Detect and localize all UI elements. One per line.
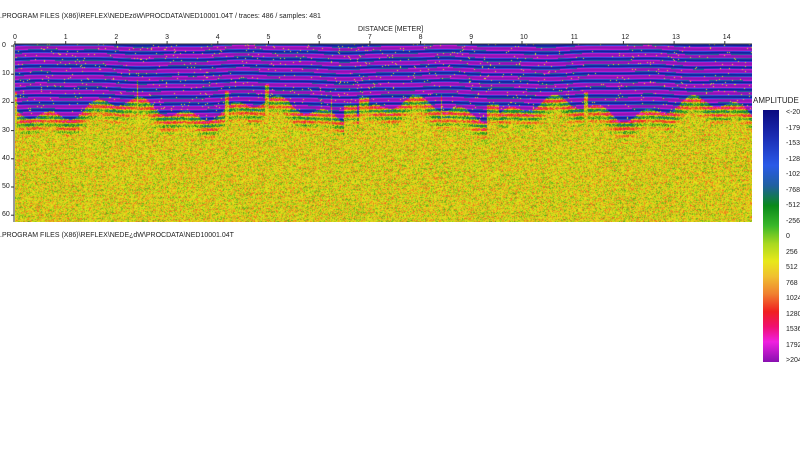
x-tick-label: 3: [165, 34, 169, 41]
file-info-header: .PROGRAM FILES (X86)\REFLEX\NEDEzöW\PROC…: [0, 13, 321, 20]
y-tick-label: 50: [2, 183, 10, 190]
x-tick-label: 11: [570, 34, 578, 41]
colorbar-label: -512: [786, 202, 800, 209]
colorbar-label: -256: [786, 217, 800, 225]
x-tick-label: 10: [520, 34, 528, 41]
y-tick-label: 20: [2, 98, 10, 106]
colorbar-label: 1024: [786, 295, 800, 302]
colorbar-label: 0: [786, 233, 790, 240]
colorbar-label: -1792: [786, 124, 800, 132]
x-tick-label: 8: [418, 34, 423, 41]
colorbar-label: 1280: [786, 310, 800, 318]
colorbar-label: 512: [786, 264, 798, 271]
x-tick-label: 9: [469, 34, 474, 41]
radargram-image[interactable]: [15, 44, 752, 222]
y-tick-label: 30: [2, 126, 10, 134]
file-path-footer: .PROGRAM FILES (X86)\REFLEX\NEDE¿dW\PROC…: [0, 232, 234, 239]
colorbar-title: AMPLITUDE: [753, 96, 799, 105]
colorbar-label: 1792: [786, 341, 800, 349]
colorbar-label: -1536: [786, 140, 800, 147]
colorbar-label: -1024: [786, 171, 800, 178]
x-tick-label: 4: [215, 34, 220, 41]
x-axis-title: DISTANCE [METER]: [358, 26, 424, 33]
colorbar-label: -1280: [786, 155, 800, 163]
colorbar-label: 1536: [786, 326, 800, 333]
colorbar-label: -768: [786, 186, 800, 194]
y-tick-label: 40: [2, 154, 10, 162]
y-tick-label: 60: [2, 211, 10, 219]
y-tick-label: 10: [2, 70, 10, 78]
x-tick-label: 6: [317, 34, 322, 41]
x-tick-label: 7: [367, 34, 372, 41]
colorbar-label: <-2048: [786, 109, 800, 116]
x-tick-label: 14: [722, 34, 731, 41]
x-tick-label: 5: [266, 34, 271, 41]
x-tick-label: 1: [63, 34, 68, 41]
x-tick-label: 13: [672, 34, 680, 41]
colorbar-label: 768: [786, 279, 798, 287]
colorbar-label: >2048: [786, 357, 800, 364]
colorbar-label: 256: [786, 248, 798, 256]
x-tick-label: 12: [621, 34, 630, 41]
x-tick-label: 2: [114, 34, 119, 41]
amplitude-colorbar: [763, 110, 779, 362]
y-tick-label: 0: [2, 42, 6, 49]
x-tick-label: 0: [13, 34, 17, 41]
